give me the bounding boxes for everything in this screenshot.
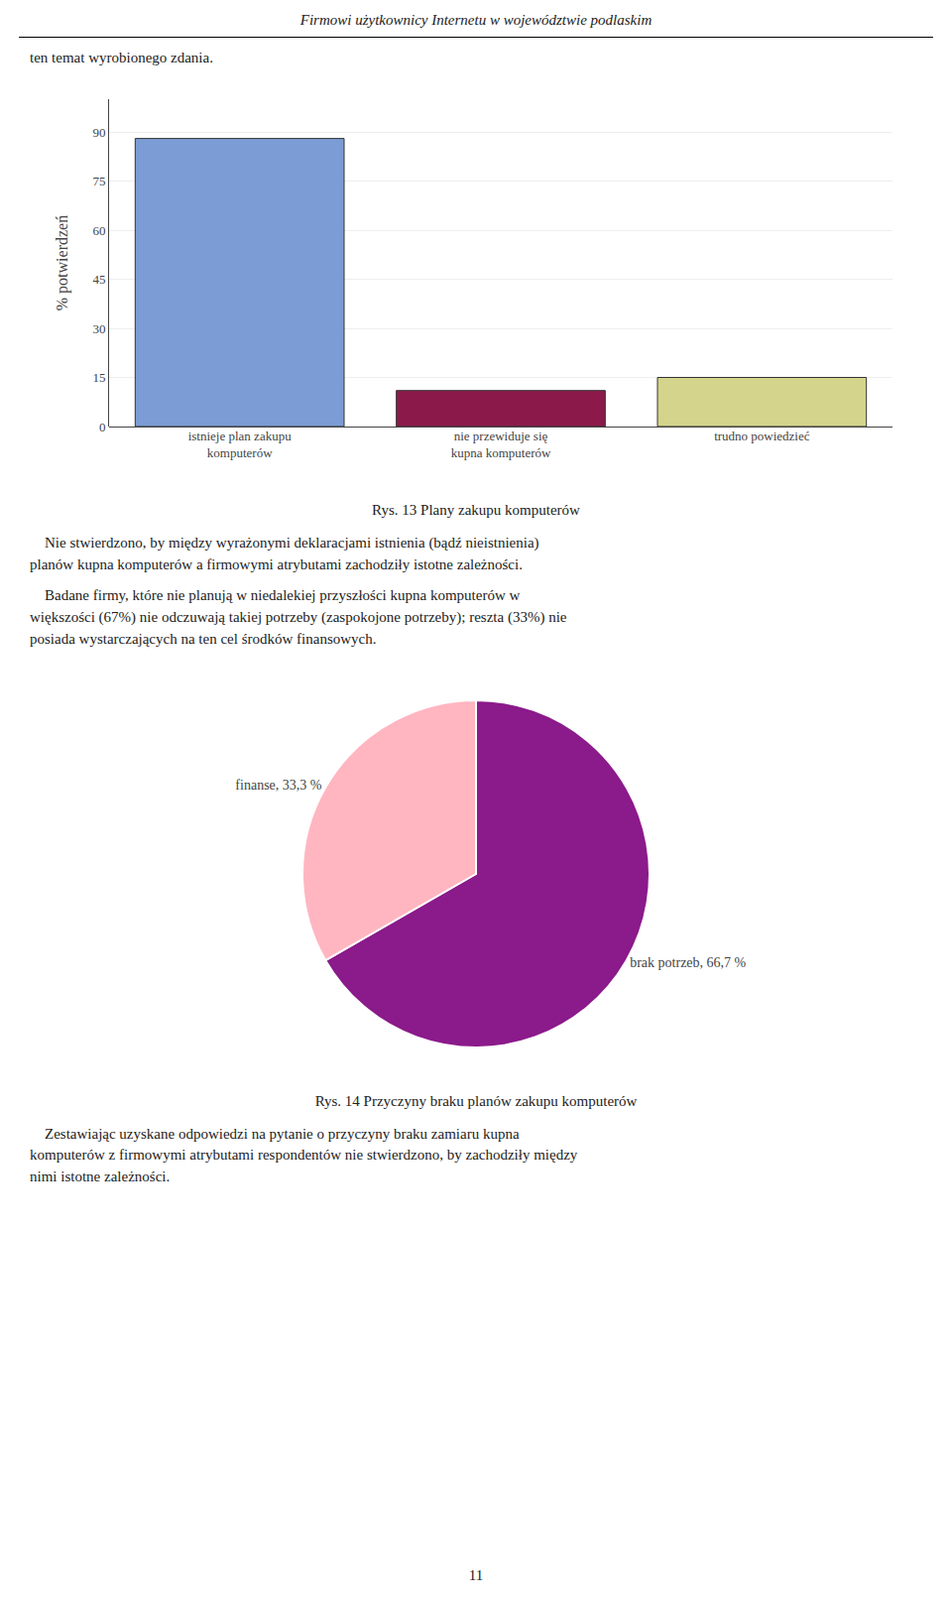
html-text:Rys. 13 Plany zakupu komputeró: Rys. 13 Plany zakupu komputerów xyxy=(371,501,581,518)
html-text:Firmowi użytkownicy Internetu: Firmowi użytkownicy Internetu w wojewódz… xyxy=(300,11,652,28)
svg-text:trudno powiedzieć: trudno powiedzieć xyxy=(714,428,811,444)
svg-text:finanse, 33,3 %: finanse, 33,3 % xyxy=(235,776,322,792)
svg-text:75: 75 xyxy=(92,173,106,189)
svg-text:60: 60 xyxy=(92,222,106,238)
html-text:Badane firmy, które nie planuj: Badane firmy, które nie planują w niedal… xyxy=(29,587,567,647)
html-text:Zestawiając uzyskane odpowiedz: Zestawiając uzyskane odpowiedzi na pytan… xyxy=(29,1125,578,1185)
svg-text:45: 45 xyxy=(92,271,106,287)
svg-text:nie przewiduje siękupna komput: nie przewiduje siękupna komputerów xyxy=(451,428,552,461)
svg-text:brak potrzeb, 66,7 %: brak potrzeb, 66,7 % xyxy=(629,954,746,970)
html-text:ten temat wyrobionego zdania.: ten temat wyrobionego zdania. xyxy=(29,49,214,66)
svg-text:0: 0 xyxy=(99,418,107,434)
html-text:Rys. 14 Przyczyny braku planów: Rys. 14 Przyczyny braku planów zakupu ko… xyxy=(314,1092,638,1109)
svg-text:30: 30 xyxy=(92,320,106,336)
html-text:11: 11 xyxy=(468,1566,484,1583)
svg-text:% potwierdzeń: % potwierdzeń xyxy=(53,215,72,311)
svg-text:90: 90 xyxy=(92,123,106,139)
html-text:Nie stwierdzono, by między wyr: Nie stwierdzono, by między wyrażonymi de… xyxy=(29,534,540,572)
svg-text:15: 15 xyxy=(92,369,106,385)
svg-text:istnieje plan zakupukomputerów: istnieje plan zakupukomputerów xyxy=(188,428,292,461)
